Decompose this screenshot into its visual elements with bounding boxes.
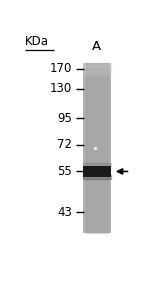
Text: 170: 170 — [50, 62, 72, 75]
Text: 130: 130 — [50, 82, 72, 95]
Text: 43: 43 — [57, 206, 72, 219]
Text: 72: 72 — [57, 138, 72, 152]
Bar — [83, 166, 111, 177]
Text: KDa: KDa — [25, 35, 49, 48]
Text: A: A — [92, 40, 101, 53]
Bar — [83, 63, 111, 233]
Text: 95: 95 — [57, 112, 72, 125]
Text: 55: 55 — [57, 165, 72, 178]
